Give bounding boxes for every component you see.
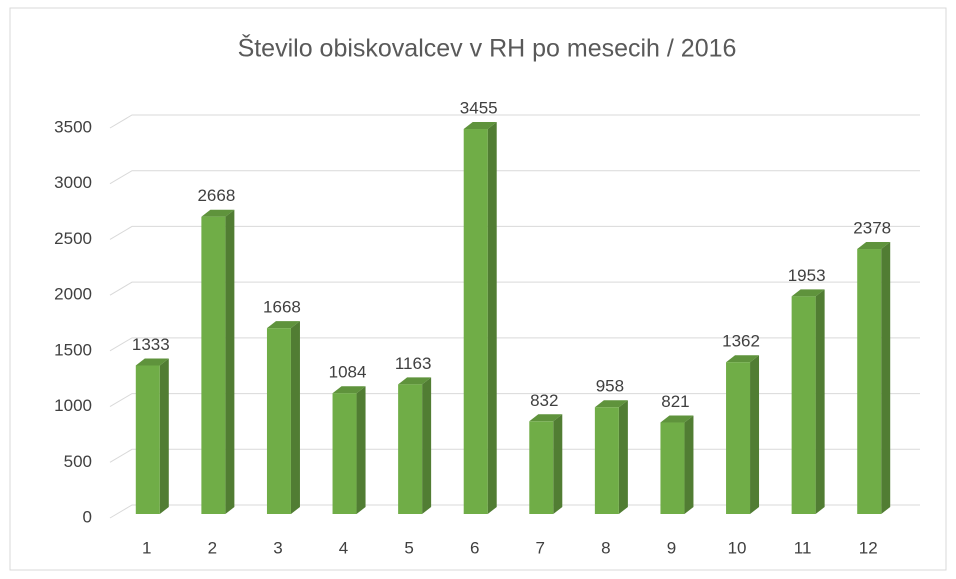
bar-top — [201, 209, 235, 217]
grid-line — [109, 393, 920, 408]
grid-line — [109, 114, 920, 129]
x-tick-label: 1 — [142, 538, 151, 557]
bar-side — [159, 358, 169, 514]
bar — [463, 122, 497, 514]
bar — [660, 415, 694, 514]
bar-front — [857, 249, 882, 514]
bar-front — [201, 216, 226, 515]
data-label: 832 — [530, 391, 558, 410]
bar-front — [529, 421, 554, 514]
bar — [201, 209, 235, 515]
bar — [266, 321, 300, 514]
bar-side — [290, 321, 300, 514]
bar-top — [266, 321, 300, 329]
bar-front — [398, 384, 423, 514]
bar-front — [660, 422, 685, 514]
bar-front — [726, 362, 751, 514]
bar-top — [726, 355, 760, 363]
bar-side — [487, 122, 497, 514]
data-label: 3455 — [460, 98, 498, 117]
x-tick-label: 3 — [273, 538, 282, 557]
data-label: 1163 — [395, 354, 432, 373]
bar-side — [356, 386, 366, 514]
y-tick-label: 3500 — [54, 117, 92, 136]
bar-front — [332, 393, 357, 514]
data-label: 821 — [661, 392, 689, 411]
bar-top — [529, 414, 563, 422]
bar — [135, 358, 169, 514]
data-label: 1362 — [722, 332, 760, 351]
bar — [726, 355, 760, 514]
data-label: 1668 — [263, 298, 301, 317]
bar-front — [135, 365, 160, 514]
bar — [857, 242, 891, 514]
x-tick-label: 4 — [339, 538, 348, 557]
x-tick-label: 2 — [208, 538, 217, 557]
x-tick-label: 9 — [667, 538, 676, 557]
y-tick-label: 2000 — [54, 285, 92, 304]
data-label: 2668 — [197, 186, 235, 205]
bar — [791, 289, 825, 514]
x-tick-label: 8 — [601, 538, 610, 557]
grid-line — [109, 170, 920, 185]
bar-side — [618, 400, 628, 514]
y-tick-label: 500 — [64, 452, 92, 471]
bar-front — [266, 328, 291, 514]
chart-title: Število obiskovalcev v RH po mesecih / 2… — [238, 34, 737, 63]
bar — [594, 400, 628, 514]
x-tick-label: 7 — [536, 538, 545, 557]
bar-front — [463, 129, 488, 514]
bar-front — [791, 296, 816, 514]
bar-side — [815, 289, 825, 514]
x-tick-label: 10 — [728, 538, 747, 557]
x-tick-label: 5 — [404, 538, 413, 557]
bar-side — [422, 377, 432, 514]
y-tick-label: 1000 — [54, 396, 92, 415]
grid-line — [109, 225, 920, 240]
x-tick-label: 12 — [859, 538, 878, 557]
grid-line — [109, 337, 920, 352]
bar-side — [881, 242, 891, 514]
bar-top — [791, 289, 825, 297]
data-label: 1333 — [132, 335, 170, 354]
bar-top — [857, 242, 891, 250]
bar — [332, 386, 366, 514]
bar-side — [553, 414, 563, 514]
bar-top — [660, 415, 694, 423]
bar-side — [225, 209, 235, 515]
bar-top — [463, 122, 497, 130]
y-tick-label: 2500 — [54, 229, 92, 248]
y-tick-label: 3000 — [54, 173, 92, 192]
bar-top — [398, 377, 432, 385]
bar-top — [135, 358, 169, 366]
grid-line — [109, 281, 920, 296]
bar — [529, 414, 563, 514]
data-label: 1084 — [329, 363, 367, 382]
bar-top — [594, 400, 628, 408]
data-label: 958 — [596, 377, 624, 396]
grid-line — [109, 448, 920, 463]
y-tick-label: 0 — [83, 507, 92, 526]
grid-line — [109, 504, 920, 519]
bar-side — [750, 355, 760, 514]
bar-side — [684, 415, 694, 514]
x-tick-label: 6 — [470, 538, 479, 557]
bar-top — [332, 386, 366, 394]
x-tick-label: 11 — [794, 538, 812, 557]
data-label: 1953 — [788, 266, 826, 285]
bar-front — [594, 407, 619, 514]
y-tick-label: 1500 — [54, 340, 92, 359]
bar — [398, 377, 432, 514]
data-label: 2378 — [853, 219, 891, 238]
